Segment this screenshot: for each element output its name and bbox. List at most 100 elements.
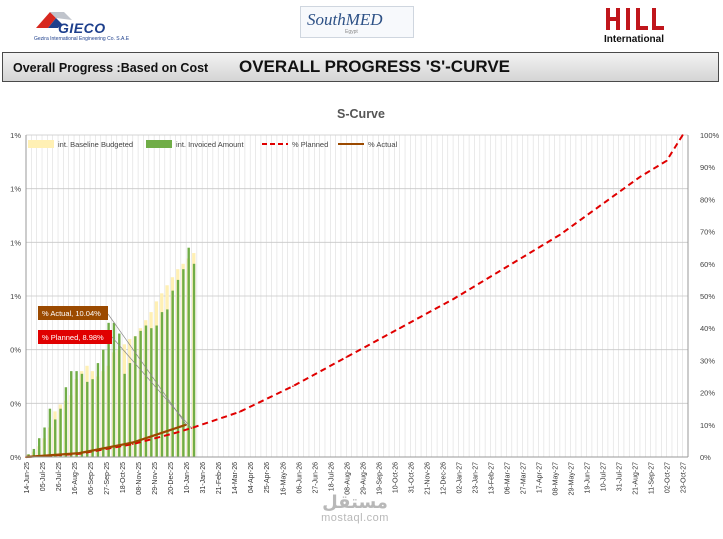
bar-invoiced: [182, 269, 185, 457]
line-actual: [25, 423, 187, 459]
x-tick-label: 31-Oct-26: [408, 462, 415, 493]
gieco-roof-icon: [36, 12, 72, 28]
bar-invoiced: [112, 322, 116, 457]
annotation-leader-planned: [111, 336, 192, 429]
bar-invoiced: [54, 419, 57, 457]
x-tick-label: 25-Apr-26: [264, 462, 271, 493]
bar-invoiced: [144, 325, 148, 457]
x-tick-label: 11-Sep-27: [649, 462, 656, 494]
s-curve-svg: S-Curve 0% 0% 0% 1% 1% 1% 1% 0% 10% 20% 30% 40% 50% 6…: [10, 107, 719, 495]
x-tick-label: 18-Oct-25: [120, 462, 127, 493]
x-tick-label: 02-Jan-27: [456, 462, 463, 494]
s-curve-chart: S-Curve 0% 0% 0% 1% 1% 1% 1% 0% 10% 20% 30% 40% 50% 6…: [4, 92, 719, 532]
y-left-tick-label: 1%: [10, 185, 21, 194]
x-tick-label: 08-Aug-26: [344, 462, 351, 495]
legend-swatch-baseline: [28, 140, 54, 148]
point-planned: [559, 234, 561, 236]
report-header: Overall Progress :Based on Cost OVERALL …: [2, 52, 719, 82]
bar-invoiced: [166, 309, 169, 457]
bar-invoiced: [160, 312, 164, 457]
x-tick-label: 14-Mar-26: [232, 462, 239, 494]
x-tick-label: 10-Jan-26: [184, 462, 191, 494]
y-left-tick-label: 0%: [10, 346, 21, 355]
y-right-tick-label: 70%: [700, 228, 715, 237]
bar-invoiced: [176, 279, 180, 457]
y-right-tick-label: 0%: [700, 453, 711, 462]
x-tick-label: 31-Jan-26: [200, 462, 207, 494]
header-title: OVERALL PROGRESS 'S'-CURVE: [239, 57, 511, 76]
x-tick-label: 16-May-26: [280, 462, 287, 496]
point-planned: [452, 298, 454, 301]
x-tick-label: 06-Sep-25: [88, 462, 95, 495]
bar-invoiced: [27, 454, 30, 457]
y-right-tick-label: 30%: [700, 356, 715, 365]
bar-invoiced: [96, 363, 100, 457]
bar-invoiced: [118, 333, 121, 457]
x-tick-label: 02-Oct-27: [665, 462, 672, 493]
chart-title: S-Curve: [337, 107, 385, 121]
y-right-tick-label: 60%: [700, 260, 715, 269]
x-tick-label: 12-Dec-26: [440, 462, 447, 495]
x-tick-label: 17-Apr-27: [537, 462, 544, 493]
bar-invoiced: [48, 408, 52, 457]
bar-invoiced: [150, 328, 153, 457]
chart-legend: int. Baseline Budgeted int. Invoiced Amou…: [28, 140, 398, 149]
legend-label: % Actual: [368, 140, 398, 149]
bar-invoiced: [38, 438, 41, 457]
chart-annotations: % Actual, 10.04% % Planned, 8.98%: [38, 306, 192, 429]
x-tick-label: 27-Mar-27: [521, 462, 528, 494]
point-planned: [238, 411, 241, 413]
point-actual: [131, 441, 134, 444]
gieco-logo: GIECO Gezira International Engineering C…: [28, 6, 129, 46]
annotation-label-planned: % Planned, 8.98%: [42, 333, 104, 342]
gieco-subtitle: Gezira International Engineering Co. S.A…: [34, 36, 130, 42]
x-tick-label: 27-Jun-26: [312, 462, 319, 494]
chart-axes: 0% 0% 0% 1% 1% 1% 1% 0% 10% 20% 30% 40% 50% 60% 70% 80%…: [10, 131, 719, 495]
bar-invoiced: [139, 330, 142, 457]
bar-invoiced: [123, 373, 126, 457]
x-tick-label: 26-Jul-25: [56, 462, 63, 491]
southmed-subtitle: Egypt: [345, 29, 358, 35]
legend-label: % Planned: [292, 140, 328, 149]
x-tick-label: 21-Nov-26: [424, 462, 431, 495]
x-tick-label: 06-Mar-27: [504, 462, 511, 494]
bar-invoiced: [171, 290, 174, 457]
y-left-tick-label: 0%: [10, 399, 21, 408]
x-tick-label: 19-Jun-27: [585, 462, 592, 494]
bar-invoiced: [155, 325, 158, 457]
bar-invoiced: [75, 371, 78, 457]
bar-invoiced: [128, 363, 132, 457]
x-tick-label: 29-Aug-26: [360, 462, 367, 495]
hill-logo: International: [600, 6, 676, 46]
x-tick-label: 16-Aug-25: [72, 462, 79, 495]
x-tick-label: 18-Jul-26: [328, 462, 335, 491]
southmed-name: SouthMED: [307, 10, 383, 29]
x-tick-label: 31-Jul-27: [617, 462, 624, 491]
watermark: مستقل mostaql.com: [300, 492, 410, 532]
x-tick-label: 13-Feb-27: [488, 462, 495, 494]
point-planned: [639, 176, 641, 178]
legend-label: int. Invoiced Amount: [176, 140, 244, 149]
bar-invoiced: [91, 379, 94, 457]
y-left-tick-label: 1%: [10, 238, 21, 247]
bar-invoiced: [107, 322, 110, 457]
x-tick-label: 23-Jan-27: [472, 462, 479, 494]
bar-invoiced: [80, 373, 84, 457]
x-tick-label: 08-Nov-25: [136, 462, 143, 495]
annotation-leader-actual: [107, 313, 187, 425]
y-right-tick-label: 90%: [700, 163, 715, 172]
y-right-tick-label: 50%: [700, 292, 715, 301]
point-planned: [681, 134, 684, 136]
bar-invoiced: [59, 408, 62, 457]
x-tick-label: 27-Sep-25: [104, 462, 111, 495]
y-left-tick-label: 1%: [10, 292, 21, 301]
y-right-tick-label: 20%: [700, 389, 715, 398]
bar-invoiced: [187, 247, 190, 457]
hill-name: International: [604, 34, 665, 45]
x-tick-label: 21-Feb-26: [216, 462, 223, 494]
x-tick-label: 20-Dec-25: [168, 462, 175, 495]
point-planned: [345, 356, 348, 358]
x-tick-label: 05-Jul-25: [40, 462, 47, 491]
x-tick-label: 29-Nov-25: [152, 462, 159, 495]
bar-invoiced: [70, 371, 73, 457]
